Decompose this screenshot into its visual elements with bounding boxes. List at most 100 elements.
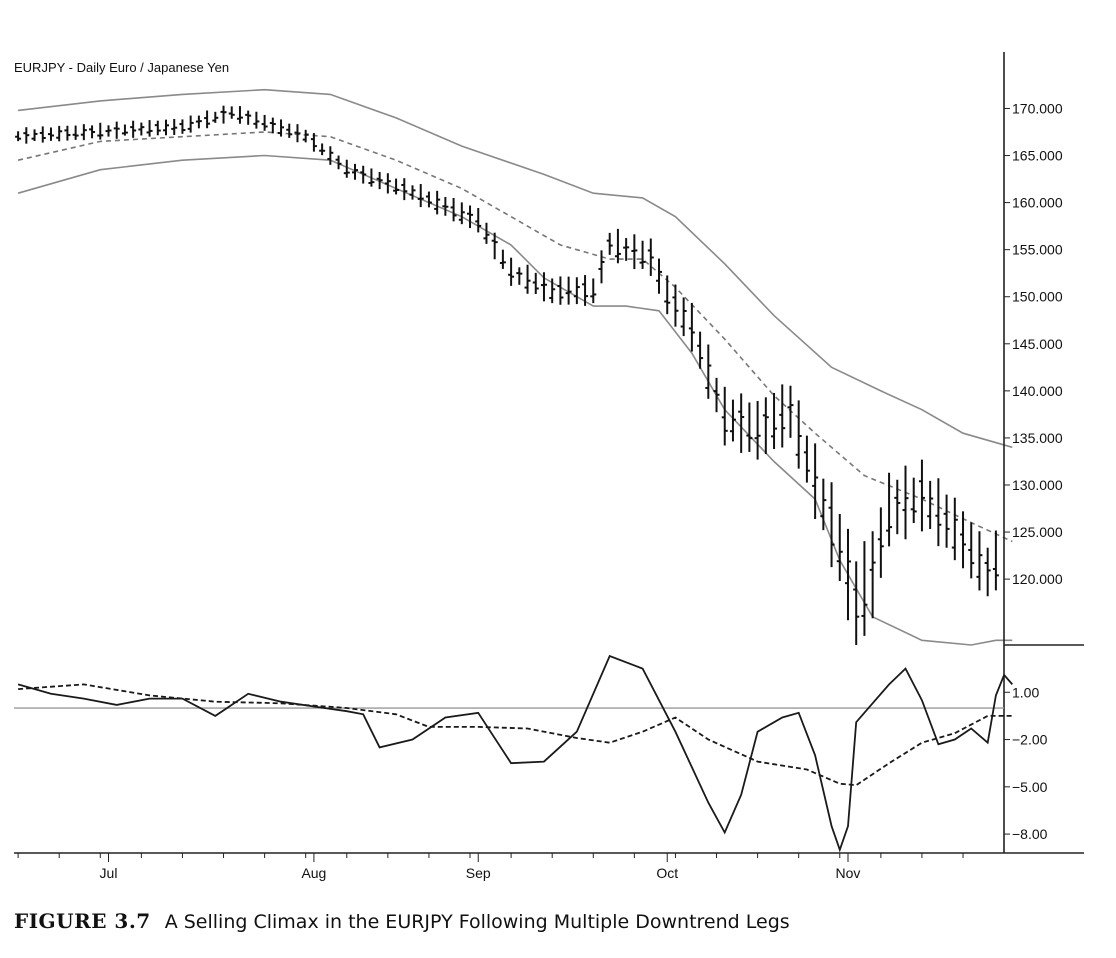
oscillator-panel: 1.00 −2.00 −5.00 −8.00 — [14, 654, 1048, 853]
price-bar — [434, 190, 441, 215]
price-bar — [253, 111, 260, 129]
price-bar — [927, 480, 934, 529]
price-bar — [302, 129, 309, 143]
price-bar — [80, 124, 87, 141]
price-bar — [47, 127, 54, 141]
price-bar — [72, 125, 79, 140]
price-bar — [853, 561, 860, 646]
price-bar — [828, 482, 835, 568]
price-bar — [762, 397, 769, 455]
month-label: Nov — [836, 865, 861, 881]
price-bar — [861, 541, 868, 636]
lower-band-line — [17, 154, 1013, 646]
figure-label: FIGURE 3.7 — [14, 909, 151, 933]
price-bar — [360, 165, 367, 184]
price-bar — [606, 232, 613, 255]
price-bar — [261, 114, 268, 131]
price-bar — [664, 275, 671, 315]
price-bar — [697, 331, 704, 369]
price-bar — [97, 122, 104, 140]
price-tick-label: 160.000 — [1012, 195, 1063, 211]
price-bar — [245, 110, 252, 125]
price-bar — [886, 472, 893, 547]
price-bar — [943, 494, 950, 548]
price-bar — [89, 125, 96, 139]
price-bands — [17, 88, 1013, 646]
price-tick-label: 155.000 — [1012, 242, 1063, 258]
price-bar — [179, 119, 186, 134]
price-bar — [499, 249, 506, 269]
price-bar — [812, 443, 819, 520]
price-bar — [951, 497, 958, 561]
price-bar — [582, 275, 589, 306]
price-bar — [713, 377, 720, 413]
upper-band-line — [18, 88, 1013, 449]
price-bar — [491, 232, 498, 260]
price-tick-label: 150.000 — [1012, 289, 1063, 305]
price-tick-label: 145.000 — [1012, 336, 1063, 352]
price-bar — [278, 119, 285, 137]
price-bar — [508, 257, 515, 286]
price-bar — [212, 111, 219, 123]
price-bar — [565, 276, 572, 305]
price-bar — [105, 125, 112, 137]
price-bar — [656, 258, 663, 294]
price-bar — [787, 385, 794, 438]
price-bar — [15, 131, 22, 142]
price-bar — [31, 129, 38, 142]
price-bar — [417, 184, 424, 208]
price-bar — [154, 120, 161, 136]
price-bar — [393, 178, 400, 195]
price-bar — [721, 386, 728, 446]
price-bar — [56, 125, 63, 142]
price-bar — [442, 196, 449, 216]
price-panel: EURJPY - Daily Euro / Japanese Yen 170.0… — [14, 52, 1084, 853]
price-bar — [894, 479, 901, 535]
price-bar — [23, 127, 30, 144]
oscillator-line — [17, 654, 1013, 853]
price-bar — [335, 155, 342, 170]
oscillator-tick-label: −2.00 — [1012, 732, 1048, 748]
price-bar — [220, 105, 227, 124]
price-bar — [171, 118, 178, 135]
price-bar — [113, 121, 120, 139]
price-bar — [269, 117, 276, 134]
oscillator-axis: 1.00 −2.00 −5.00 −8.00 — [1004, 684, 1048, 842]
price-bar — [524, 264, 531, 294]
price-bar — [376, 172, 383, 190]
price-bar — [573, 277, 580, 305]
price-bar — [844, 528, 851, 621]
price-bar — [516, 267, 523, 285]
price-axis: 170.000 165.000 160.000 155.000 150.000 145.0… — [1003, 52, 1084, 853]
price-tick-label: 135.000 — [1012, 430, 1063, 446]
oscillator-tick-label: 1.00 — [1012, 684, 1039, 700]
figure-caption: FIGURE 3.7 A Selling Climax in the EURJPY… — [14, 909, 790, 934]
price-bar — [869, 531, 876, 619]
price-bar — [368, 168, 375, 187]
month-label: Sep — [466, 865, 491, 881]
price-bar — [795, 400, 802, 469]
price-bar — [680, 297, 687, 337]
price-bar — [968, 522, 975, 579]
price-bar — [319, 143, 326, 156]
price-tick-label: 125.000 — [1012, 524, 1063, 540]
price-bar — [228, 106, 235, 119]
price-bars — [15, 105, 999, 646]
price-bar — [401, 178, 408, 201]
month-label: Aug — [301, 865, 326, 881]
price-bar — [960, 511, 967, 569]
price-bar — [918, 459, 925, 532]
price-bar — [992, 530, 999, 591]
price-bar — [343, 159, 350, 178]
price-bar — [902, 465, 909, 540]
price-bar — [236, 106, 243, 124]
price-bar — [475, 208, 482, 233]
price-bar — [639, 240, 646, 269]
price-bar — [64, 125, 71, 141]
price-tick-label: 170.000 — [1012, 100, 1063, 116]
price-bar — [705, 344, 712, 399]
price-bar — [138, 122, 145, 136]
price-bar — [557, 276, 564, 305]
price-bar — [286, 123, 293, 138]
price-bar — [384, 173, 391, 194]
